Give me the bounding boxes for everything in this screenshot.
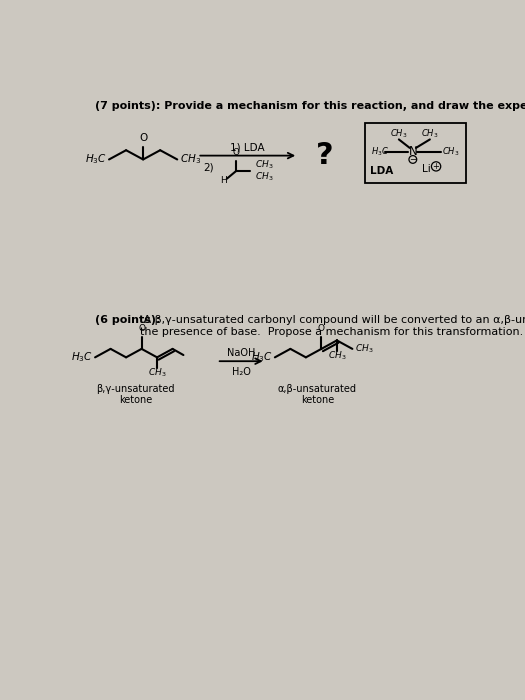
Text: NaOH: NaOH [227,349,255,358]
Text: $CH_3$: $CH_3$ [255,159,273,171]
Text: $CH_3$: $CH_3$ [355,342,373,355]
Text: $CH_3$: $CH_3$ [255,171,273,183]
Text: $CH_3$: $CH_3$ [442,146,460,158]
Text: O: O [233,148,239,157]
Text: LDA: LDA [370,166,393,176]
Text: A β,γ-unsaturated carbonyl compound will be converted to an α,β-unsaturated comp: A β,γ-unsaturated carbonyl compound will… [140,315,525,337]
Text: −: − [410,155,416,164]
Text: O: O [139,132,147,143]
Text: $CH_3$: $CH_3$ [390,127,407,139]
Text: +: + [433,162,439,171]
Text: 1) LDA: 1) LDA [230,143,265,153]
Text: N: N [408,146,417,158]
Text: $CH_3$: $CH_3$ [148,367,166,379]
Text: $CH_3$: $CH_3$ [421,127,438,139]
Text: $CH_3$: $CH_3$ [328,349,346,362]
Text: O: O [138,325,145,333]
Text: β,γ-unsaturated
ketone: β,γ-unsaturated ketone [96,384,175,405]
Bar [365,122,466,183]
Text: $H_3C$: $H_3C$ [371,146,389,158]
Text: H₂O: H₂O [232,367,250,377]
Text: O: O [318,325,325,333]
Text: (6 points):: (6 points): [95,315,161,325]
Text: H: H [220,176,227,185]
Text: α,β-unsaturated
ketone: α,β-unsaturated ketone [278,384,357,405]
Text: $H_3C$: $H_3C$ [71,351,93,364]
Text: $H_3C$: $H_3C$ [85,153,107,167]
Text: Li: Li [423,164,431,174]
Text: (7 points): Provide a mechanism for this reaction, and draw the expected product: (7 points): Provide a mechanism for this… [95,101,525,111]
Text: $H_3C$: $H_3C$ [250,351,272,364]
Text: 2): 2) [204,163,214,173]
Text: $CH_3$: $CH_3$ [180,153,201,167]
Text: ?: ? [317,141,334,170]
